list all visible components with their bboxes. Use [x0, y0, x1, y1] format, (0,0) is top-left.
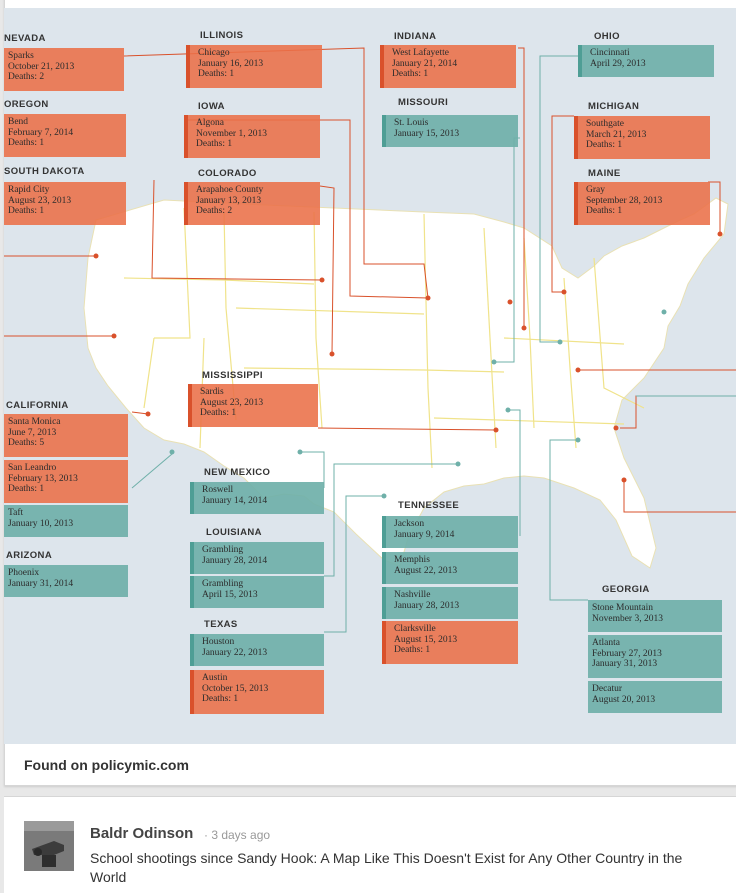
event-nashville[interactable]: Nashville January 28, 2013 — [382, 587, 518, 619]
state-label-iowa: IOWA — [198, 101, 225, 112]
event-grambling-2014[interactable]: Grambling January 28, 2014 — [190, 542, 324, 574]
event-taft[interactable]: Taft January 10, 2013 — [4, 505, 128, 537]
event-santa-monica[interactable]: Santa Monica June 7, 2013 Deaths: 5 — [4, 414, 128, 457]
shootings-map[interactable]: NEVADA OREGON SOUTH DAKOTA ILLINOIS IOWA… — [4, 8, 736, 744]
state-label-michigan: MICHIGAN — [588, 101, 640, 112]
pin-comment: Baldr Odinson · 3 days ago School shooti… — [4, 796, 736, 893]
event-arapahoe-county[interactable]: Arapahoe County January 13, 2013 Deaths: 2 — [184, 182, 320, 225]
event-phoenix[interactable]: Phoenix January 31, 2014 — [4, 565, 128, 597]
event-southgate[interactable]: Southgate March 21, 2013 Deaths: 1 — [574, 116, 710, 159]
event-cincinnati[interactable]: Cincinnati April 29, 2013 — [578, 45, 714, 77]
event-san-leandro[interactable]: San Leandro February 13, 2013 Deaths: 1 — [4, 460, 128, 503]
state-label-ohio: OHIO — [594, 31, 620, 42]
state-label-arizona: ARIZONA — [6, 550, 53, 561]
us-landmass — [83, 197, 729, 569]
author-name[interactable]: Baldr Odinson — [90, 825, 194, 842]
event-clarksville[interactable]: Clarksville August 15, 2013 Deaths: 1 — [382, 621, 518, 664]
event-atlanta[interactable]: Atlanta February 27, 2013 January 31, 2013 — [588, 635, 722, 678]
event-west-lafayette[interactable]: West Lafayette January 21, 2014 Deaths: 1 — [380, 45, 516, 88]
event-austin[interactable]: Austin October 15, 2013 Deaths: 1 — [190, 670, 324, 714]
event-sardis[interactable]: Sardis August 23, 2013 Deaths: 1 — [188, 384, 318, 427]
event-algona[interactable]: Algona November 1, 2013 Deaths: 1 — [184, 115, 320, 158]
event-rapid-city[interactable]: Rapid City August 23, 2013 Deaths: 1 — [4, 182, 126, 225]
event-st-louis[interactable]: St. Louis January 15, 2013 — [382, 115, 518, 147]
state-label-nevada: NEVADA — [4, 33, 46, 44]
state-label-indiana: INDIANA — [394, 31, 437, 42]
event-stone-mountain[interactable]: Stone Mountain November 3, 2013 — [588, 600, 722, 632]
state-label-georgia: GEORGIA — [602, 584, 650, 595]
state-label-south-dakota: SOUTH DAKOTA — [4, 166, 85, 177]
event-jackson[interactable]: Jackson January 9, 2014 — [382, 516, 518, 548]
state-label-colorado: COLORADO — [198, 168, 257, 179]
state-label-new-mexico: NEW MEXICO — [204, 467, 271, 478]
event-decatur[interactable]: Decatur August 20, 2013 — [588, 681, 722, 713]
event-gray[interactable]: Gray September 28, 2013 Deaths: 1 — [574, 182, 710, 225]
event-chicago[interactable]: Chicago January 16, 2013 Deaths: 1 — [186, 45, 322, 88]
state-label-mississippi: MISSISSIPPI — [202, 370, 263, 381]
pin-description: School shootings since Sandy Hook: A Map… — [90, 850, 683, 885]
state-label-illinois: ILLINOIS — [200, 30, 244, 41]
us-map-graphic — [4, 47, 736, 633]
state-label-texas: TEXAS — [204, 619, 238, 630]
event-bend[interactable]: Bend February 7, 2014 Deaths: 1 — [4, 114, 126, 157]
state-label-california: CALIFORNIA — [6, 400, 69, 411]
event-memphis[interactable]: Memphis August 22, 2013 — [382, 552, 518, 584]
fatal-dots — [93, 231, 723, 483]
nonfatal-dots — [169, 309, 667, 499]
avatar[interactable] — [24, 821, 74, 871]
avatar-image-icon — [24, 821, 74, 871]
event-roswell[interactable]: Roswell January 14, 2014 — [190, 482, 324, 514]
state-label-maine: MAINE — [588, 168, 621, 179]
source-link[interactable]: Found on policymic.com — [24, 757, 189, 773]
state-label-louisiana: LOUISIANA — [206, 527, 262, 538]
post-time: · 3 days ago — [204, 828, 271, 842]
event-sparks[interactable]: Sparks October 21, 2013 Deaths: 2 — [4, 48, 124, 91]
state-label-tennessee: TENNESSEE — [398, 500, 460, 511]
event-grambling-2013[interactable]: Grambling April 15, 2013 — [190, 576, 324, 608]
event-houston[interactable]: Houston January 22, 2013 — [190, 634, 324, 666]
state-label-oregon: OREGON — [4, 99, 49, 110]
state-label-missouri: MISSOURI — [398, 97, 449, 108]
